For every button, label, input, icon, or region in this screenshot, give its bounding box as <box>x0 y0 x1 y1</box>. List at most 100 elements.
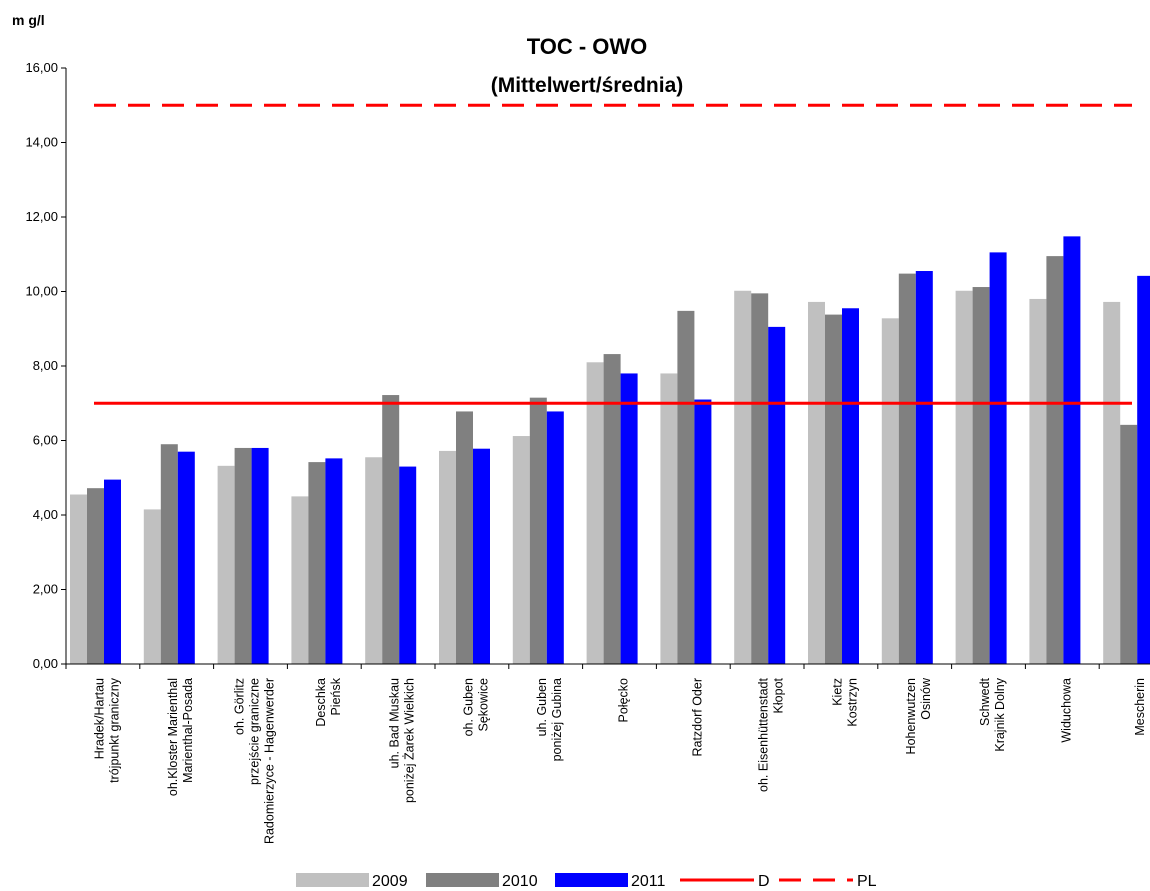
x-category-label-11: Hohenwutzen Osinów <box>904 677 933 754</box>
bar-2011-2 <box>251 447 269 664</box>
bars-group <box>70 236 1150 664</box>
y-tick-label: 2,00 <box>33 582 58 597</box>
legend-swatch-2011 <box>555 873 628 887</box>
bar-2010-12 <box>972 287 990 664</box>
x-category-label-4: uh. Bad Muskau poniżej Żarek Wielkich <box>388 678 417 803</box>
legend-label-D: D <box>758 873 770 890</box>
x-category-line: Pieńsk <box>329 677 343 715</box>
bar-2009-9 <box>734 290 752 664</box>
x-category-label-10: Kietz Kostrzyn <box>830 678 859 727</box>
bar-2010-3 <box>308 462 326 664</box>
x-category-line: Ratzdorf Oder <box>690 678 704 757</box>
x-category-line: Radomierzyce - Hagenwerder <box>263 678 277 844</box>
bar-2011-3 <box>325 458 343 664</box>
bar-2010-8 <box>677 310 695 664</box>
bar-2011-11 <box>915 271 933 664</box>
bar-2010-7 <box>603 354 621 664</box>
legend-label-PL: PL <box>857 873 877 890</box>
legend-swatch-2010 <box>426 873 499 887</box>
y-tick-label: 6,00 <box>33 433 58 448</box>
bar-2011-7 <box>620 373 638 664</box>
legend-label-2010: 2010 <box>502 873 538 890</box>
x-category-line: Kłopot <box>772 677 786 713</box>
bar-2009-5 <box>439 450 456 664</box>
x-category-label-13: Widuchowa <box>1059 678 1073 743</box>
bar-2011-5 <box>473 448 490 664</box>
legend: 2009 2010 2011 D PL <box>296 873 877 890</box>
x-category-line: oh. Eisenhüttenstadt <box>757 677 771 791</box>
x-category-line: Połęcko <box>617 678 631 723</box>
bar-2010-4 <box>382 395 400 664</box>
x-category-label-14: Mescherin <box>1133 678 1147 736</box>
x-category-line: poniżej Żarek Wielkich <box>403 678 417 803</box>
x-category-line: oh. Görlitz <box>233 678 247 735</box>
bar-2011-14 <box>1137 275 1150 664</box>
bar-2009-1 <box>143 509 161 664</box>
x-category-line: Kietz <box>830 678 844 706</box>
reference-lines <box>94 103 1132 405</box>
bar-2009-13 <box>1029 298 1047 664</box>
x-category-label-2: oh. Görlitz przejście graniczne Radomierzy… <box>233 678 277 844</box>
x-category-label-7: Połęcko <box>617 678 631 723</box>
y-tick-label: 10,00 <box>25 284 58 299</box>
legend-label-2011: 2011 <box>631 873 666 890</box>
bar-2010-0 <box>87 488 104 664</box>
bar-2009-0 <box>70 494 87 664</box>
y-tick-label: 16,00 <box>25 60 58 75</box>
bar-2009-7 <box>586 362 604 664</box>
bar-2010-13 <box>1046 256 1064 664</box>
y-tick-label: 12,00 <box>25 209 58 224</box>
y-axis-unit: m g/l <box>12 12 45 28</box>
x-category-line: Kostrzyn <box>845 678 859 727</box>
bar-2010-2 <box>234 447 252 664</box>
bar-2010-6 <box>529 397 547 664</box>
x-category-label-0: Hradek/Hartau trójpunkt graniczny <box>92 677 121 783</box>
y-ticks: 0,00 2,00 4,00 6,00 8,00 10,00 12,00 14,00 16,00 <box>25 60 66 671</box>
legend-swatch-2009 <box>296 873 369 887</box>
y-tick-label: 8,00 <box>33 358 58 373</box>
x-category-line: Widuchowa <box>1059 678 1073 743</box>
bar-2011-1 <box>177 451 195 664</box>
bar-2011-12 <box>989 252 1007 664</box>
x-category-line: oh.Kloster Marienthal <box>166 678 180 796</box>
x-category-label-1: oh.Kloster Marienthal Marienthal-Posada <box>166 678 195 796</box>
legend-label-2009: 2009 <box>372 873 408 890</box>
x-category-line: Hradek/Hartau <box>92 678 106 759</box>
x-category-line: Deschka <box>314 678 328 727</box>
bar-2009-3 <box>291 496 309 664</box>
bar-2010-14 <box>1120 424 1138 664</box>
chart-subtitle: (Mittelwert/średnia) <box>491 74 684 97</box>
y-tick-label: 4,00 <box>33 507 58 522</box>
bar-2010-10 <box>825 314 842 664</box>
bar-2011-0 <box>104 479 121 664</box>
bar-2009-11 <box>881 318 899 664</box>
x-category-line: uh. Bad Muskau <box>388 678 402 768</box>
x-category-line: przejście graniczne <box>248 678 262 785</box>
x-category-line: uh. Guben <box>535 678 549 736</box>
bar-2011-4 <box>399 466 417 664</box>
bar-2010-9 <box>751 293 769 664</box>
bar-2011-8 <box>694 399 712 664</box>
y-tick-label: 0,00 <box>33 656 58 671</box>
bar-2011-13 <box>1063 236 1081 664</box>
y-tick-label: 14,00 <box>25 135 58 150</box>
x-category-line: oh. Guben <box>461 678 475 736</box>
bar-2011-9 <box>768 326 786 664</box>
chart-title: TOC - OWO <box>527 34 648 59</box>
bar-2010-1 <box>160 444 178 664</box>
bar-2009-8 <box>660 373 678 664</box>
bar-2009-2 <box>217 465 235 664</box>
x-category-line: Marienthal-Posada <box>181 678 195 783</box>
x-category-line: Krajnik Dolny <box>993 677 1007 751</box>
x-category-label-9: oh. Eisenhüttenstadt Kłopot <box>757 677 786 792</box>
x-category-label-8: Ratzdorf Oder <box>690 678 704 757</box>
bar-2009-4 <box>365 457 383 664</box>
bar-2011-10 <box>842 308 859 664</box>
x-category-label-12: Schwedt Krajnik Dolny <box>978 677 1007 751</box>
bar-2010-11 <box>898 273 916 664</box>
x-category-line: trójpunkt graniczny <box>107 677 121 783</box>
bar-2011-6 <box>546 411 564 664</box>
x-category-label-3: Deschka Pieńsk <box>314 677 343 726</box>
x-category-line: Sękowice <box>476 678 490 732</box>
